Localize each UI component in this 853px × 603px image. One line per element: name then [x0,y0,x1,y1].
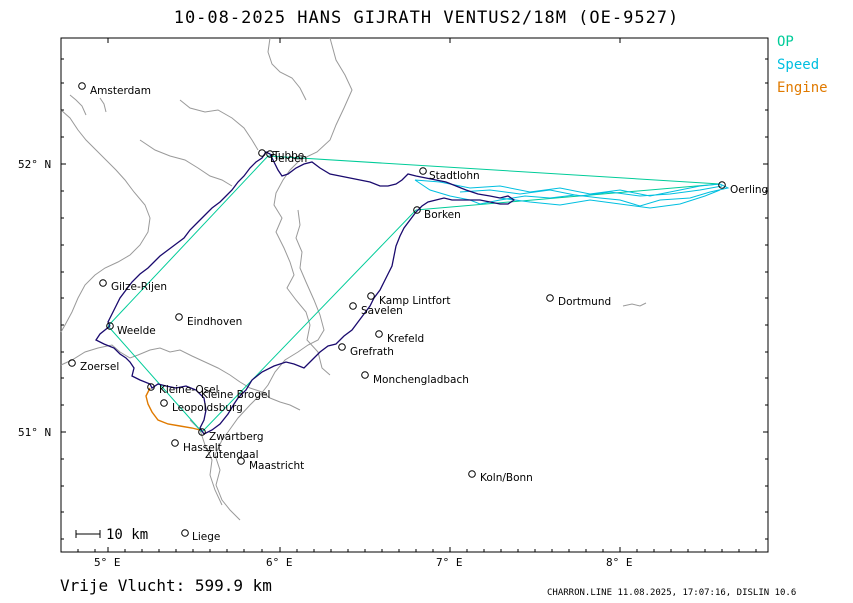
place-marker-gilze-rijen [99,279,107,287]
place-marker-kleine-osel [147,383,155,391]
flight-track [95,151,516,435]
place-label: Dortmund [558,296,611,308]
place-marker-koln-bonn [468,470,476,478]
place-label: Borken [424,209,461,221]
place-marker-zwartberg [198,428,206,436]
map-title: 10-08-2025 HANS GIJRATH VENTUS2/18M (OE-… [173,8,680,28]
place-label: Kamp Lintfort [379,295,450,307]
place-label: Gilze-Rijen [111,281,167,293]
place-label: Kleine-Osel [159,384,219,396]
place-marker-krefeld [375,330,383,338]
place-marker-dortmund [546,294,554,302]
place-label: Krefeld [387,333,424,345]
place-marker-kamp-lintfort [367,292,375,300]
place-label: Stadtlohn [429,170,480,182]
place-marker-borken [413,206,421,214]
place-marker-eindhoven [175,313,183,321]
place-label: Koln/Bonn [480,472,533,484]
place-marker-hasselt [171,439,179,447]
speed-track [414,179,730,209]
scale-bar-label: 10 km [106,527,148,543]
place-marker-liege [181,529,189,537]
lon-tick-label: 7° E [436,556,463,569]
place-label: Hasselt [183,442,222,454]
place-marker-savelen [349,302,357,310]
lon-tick-label: 6° E [266,556,293,569]
place-marker-amsterdam [78,82,86,90]
place-label: Kleine Brogel [201,389,270,401]
place-marker-grefrath [338,343,346,351]
software-footer: CHARRON.LINE 11.08.2025, 17:07:16, DISLI… [547,588,797,598]
legend-engine: Engine [777,80,828,96]
country-borders [60,37,647,521]
lat-tick-label: 51° N [18,426,51,439]
place-markers [68,82,726,537]
place-label: Zwartberg [209,431,264,443]
place-label: Zoersel [80,361,119,373]
place-marker-maastricht [237,457,245,465]
place-label: Monchengladbach [373,374,469,386]
place-label: Maastricht [249,460,304,472]
place-label: Grefrath [350,346,394,358]
place-marker-stadtlohn [419,167,427,175]
legend-op: OP [777,34,794,50]
axis-ticks [61,38,768,552]
place-marker-oerling [718,181,726,189]
place-marker-delden [258,149,266,157]
legend-speed: Speed [777,57,820,73]
place-label: Liege [192,531,220,543]
lat-tick-label: 52° N [18,158,51,171]
map-frame [60,37,769,553]
place-label: Tubbe [272,150,304,162]
place-marker-leopoldsburg [160,399,168,407]
place-label: Savelen [361,305,403,317]
place-label: Delden [270,153,307,165]
place-marker-tubbe [266,150,274,158]
place-label: Weelde [117,325,156,337]
place-label: Eindhoven [187,316,242,328]
engine-track [145,387,201,431]
free-flight-distance: Vrije Vlucht: 599.9 km [60,576,272,595]
op-lines [107,155,721,433]
scale-bar [75,530,101,538]
place-label: Amsterdam [90,85,151,97]
place-label: Leopoldsburg [172,402,243,414]
lon-tick-label: 8° E [606,556,633,569]
place-label: Oerling [730,184,768,196]
place-marker-monchengladbach [361,371,369,379]
place-marker-zoersel [68,359,76,367]
place-marker-weelde [106,322,114,330]
place-label: Zutendaal [205,449,259,461]
lon-tick-label: 5° E [94,556,121,569]
